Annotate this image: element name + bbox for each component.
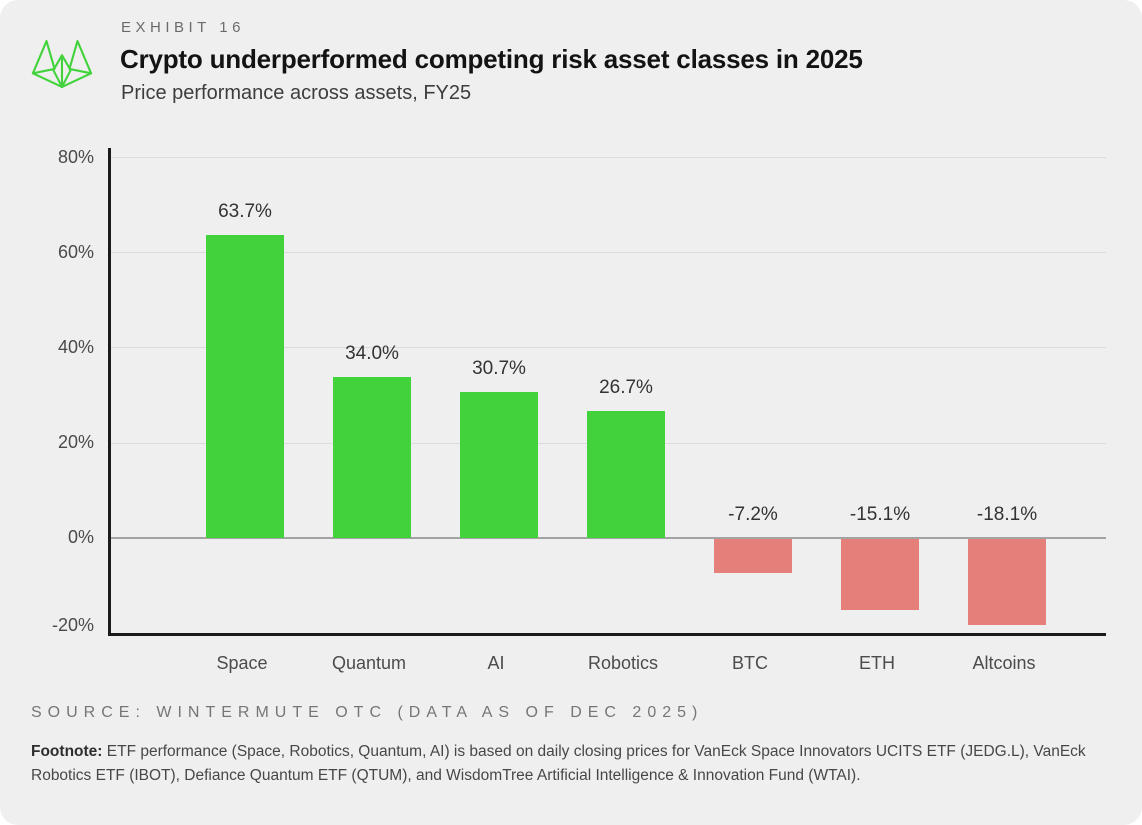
footnote: Footnote: ETF performance (Space, Roboti… (31, 740, 1115, 788)
x-tick-label: Quantum (331, 653, 407, 673)
bar-ai (460, 392, 538, 539)
y-tick-label: 60% (57, 241, 94, 262)
y-tick-label: -20% (51, 615, 94, 635)
bar-quantum (333, 376, 411, 539)
x-tick-label: Space (216, 653, 268, 673)
bar-value-label: -15.1% (849, 504, 911, 526)
bar-value-label: 26.7% (599, 377, 653, 399)
x-tick-label: ETH (859, 653, 895, 673)
bar-value-label: 63.7% (218, 201, 272, 223)
gridline (111, 347, 1106, 349)
y-tick-label: 20% (57, 432, 94, 453)
x-tick-label: Altcoins (972, 653, 1036, 673)
bar-altcoins (968, 539, 1046, 625)
gridline (111, 252, 1106, 254)
footnote-label: Footnote: (31, 743, 103, 760)
footnote-text: ETF performance (Space, Robotics, Quantu… (31, 743, 1086, 785)
x-tick-label: AI (487, 653, 505, 673)
zero-gridline (111, 537, 1106, 540)
source-line: SOURCE: WINTERMUTE OTC (DATA AS OF DEC 2… (31, 704, 704, 721)
bar-space (206, 235, 284, 539)
wintermute-logo-icon (30, 38, 94, 90)
bar-value-label: 30.7% (472, 358, 526, 380)
bar-chart: 63.7% 34.0% 30.7% 26.7% -7.2% -15.1% -18.1% 80… (51, 146, 1106, 673)
gridline (111, 157, 1106, 159)
bar-btc (714, 539, 792, 573)
bar-eth (841, 539, 919, 611)
x-tick-label: Robotics (587, 653, 659, 673)
y-tick-label: 0% (67, 527, 94, 548)
x-tick-label: BTC (732, 653, 768, 673)
y-tick-label: 40% (57, 336, 94, 357)
exhibit-label: EXHIBIT 16 (121, 19, 245, 36)
bar-value-label: 34.0% (345, 342, 399, 364)
plot-area: 63.7% 34.0% 30.7% 26.7% -7.2% -15.1% -18.1% (108, 148, 1106, 636)
y-tick-label: 80% (57, 146, 94, 167)
bar-robotics (587, 411, 665, 539)
bar-value-label: -7.2% (728, 504, 778, 526)
chart-subtitle: Price performance across assets, FY25 (121, 82, 472, 104)
bar-value-label: -18.1% (976, 504, 1038, 526)
page-title: Crypto underperformed competing risk ass… (120, 44, 863, 74)
